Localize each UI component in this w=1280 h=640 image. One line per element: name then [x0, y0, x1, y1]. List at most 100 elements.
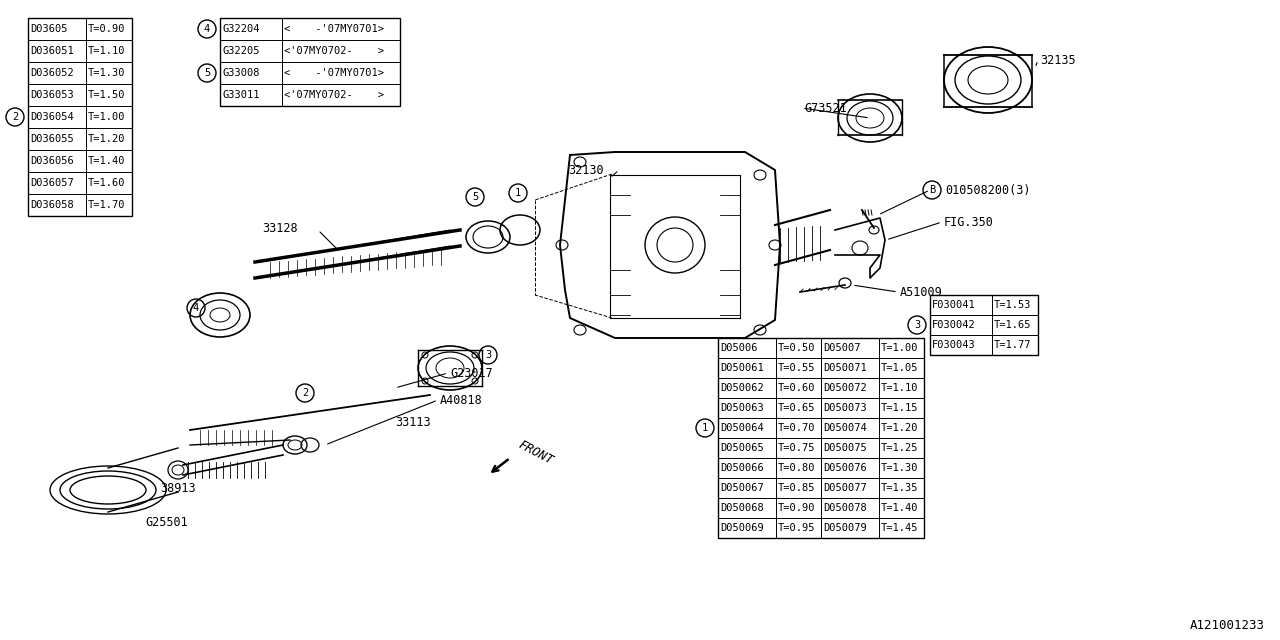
Text: G23017: G23017 [451, 367, 493, 380]
Text: B: B [929, 185, 936, 195]
Text: T=1.10: T=1.10 [88, 46, 125, 56]
Text: 1: 1 [515, 188, 521, 198]
Text: D050075: D050075 [823, 443, 867, 453]
Text: A121001233: A121001233 [1190, 619, 1265, 632]
Text: D050074: D050074 [823, 423, 867, 433]
Text: G32205: G32205 [221, 46, 260, 56]
Text: T=1.20: T=1.20 [881, 423, 919, 433]
Text: T=1.00: T=1.00 [881, 343, 919, 353]
Text: T=1.30: T=1.30 [881, 463, 919, 473]
Text: D036058: D036058 [29, 200, 74, 210]
Text: T=1.45: T=1.45 [881, 523, 919, 533]
Text: F030042: F030042 [932, 320, 975, 330]
Text: F030041: F030041 [932, 300, 975, 310]
Text: D050071: D050071 [823, 363, 867, 373]
Text: 33113: 33113 [396, 415, 430, 429]
Text: D036055: D036055 [29, 134, 74, 144]
Text: FIG.350: FIG.350 [945, 216, 993, 228]
Text: 5: 5 [472, 192, 479, 202]
Text: T=1.15: T=1.15 [881, 403, 919, 413]
Text: T=0.55: T=0.55 [778, 363, 815, 373]
Text: G33008: G33008 [221, 68, 260, 78]
Text: 32130: 32130 [568, 163, 604, 177]
Text: D050064: D050064 [721, 423, 764, 433]
Text: 33128: 33128 [262, 221, 298, 234]
Text: D03605: D03605 [29, 24, 68, 34]
Text: D050079: D050079 [823, 523, 867, 533]
Text: T=1.77: T=1.77 [995, 340, 1032, 350]
Text: A40818: A40818 [440, 394, 483, 406]
Text: <    -'07MY0701>: < -'07MY0701> [284, 68, 384, 78]
Text: 1: 1 [701, 423, 708, 433]
Text: G32204: G32204 [221, 24, 260, 34]
Text: D050076: D050076 [823, 463, 867, 473]
Text: D050072: D050072 [823, 383, 867, 393]
Text: G25501: G25501 [145, 515, 188, 529]
Text: T=1.25: T=1.25 [881, 443, 919, 453]
Text: D050073: D050073 [823, 403, 867, 413]
Text: D050067: D050067 [721, 483, 764, 493]
Text: T=1.30: T=1.30 [88, 68, 125, 78]
Text: FRONT: FRONT [516, 438, 556, 468]
Text: G73521: G73521 [804, 102, 847, 115]
Text: T=0.65: T=0.65 [778, 403, 815, 413]
Text: D050078: D050078 [823, 503, 867, 513]
Text: 4: 4 [193, 303, 200, 313]
Bar [718, 338, 924, 538]
Text: D050077: D050077 [823, 483, 867, 493]
Text: D036056: D036056 [29, 156, 74, 166]
Text: 38913: 38913 [160, 481, 196, 495]
Text: T=1.70: T=1.70 [88, 200, 125, 210]
Text: 010508200(3): 010508200(3) [945, 184, 1030, 196]
Text: T=1.60: T=1.60 [88, 178, 125, 188]
Text: D050069: D050069 [721, 523, 764, 533]
Text: T=1.10: T=1.10 [881, 383, 919, 393]
Text: 2: 2 [302, 388, 308, 398]
Text: T=1.50: T=1.50 [88, 90, 125, 100]
Text: T=1.65: T=1.65 [995, 320, 1032, 330]
Text: D036054: D036054 [29, 112, 74, 122]
Text: 3: 3 [485, 350, 492, 360]
Text: D036053: D036053 [29, 90, 74, 100]
Text: T=1.40: T=1.40 [88, 156, 125, 166]
Text: T=1.20: T=1.20 [88, 134, 125, 144]
Bar [931, 295, 1038, 355]
Text: T=1.53: T=1.53 [995, 300, 1032, 310]
Text: T=0.70: T=0.70 [778, 423, 815, 433]
Text: T=0.85: T=0.85 [778, 483, 815, 493]
Text: <'07MY0702-    >: <'07MY0702- > [284, 46, 384, 56]
Bar [220, 18, 401, 106]
Text: D036051: D036051 [29, 46, 74, 56]
Text: F030043: F030043 [932, 340, 975, 350]
Text: 5: 5 [204, 68, 210, 78]
Text: T=1.05: T=1.05 [881, 363, 919, 373]
Text: D050062: D050062 [721, 383, 764, 393]
Text: 32135: 32135 [1039, 54, 1075, 67]
Text: T=0.95: T=0.95 [778, 523, 815, 533]
Bar [28, 18, 132, 216]
Text: T=0.50: T=0.50 [778, 343, 815, 353]
Text: T=1.40: T=1.40 [881, 503, 919, 513]
Text: D05007: D05007 [823, 343, 860, 353]
Text: 4: 4 [204, 24, 210, 34]
Text: D050065: D050065 [721, 443, 764, 453]
Text: T=1.00: T=1.00 [88, 112, 125, 122]
Text: <    -'07MY0701>: < -'07MY0701> [284, 24, 384, 34]
Text: 3: 3 [914, 320, 920, 330]
Text: T=1.35: T=1.35 [881, 483, 919, 493]
Text: D036057: D036057 [29, 178, 74, 188]
Text: T=0.60: T=0.60 [778, 383, 815, 393]
Text: G33011: G33011 [221, 90, 260, 100]
Text: 2: 2 [12, 112, 18, 122]
Text: T=0.80: T=0.80 [778, 463, 815, 473]
Text: A51009: A51009 [900, 285, 943, 298]
Text: <'07MY0702-    >: <'07MY0702- > [284, 90, 384, 100]
Text: T=0.90: T=0.90 [778, 503, 815, 513]
Text: D050063: D050063 [721, 403, 764, 413]
Text: T=0.75: T=0.75 [778, 443, 815, 453]
Text: D05006: D05006 [721, 343, 758, 353]
Text: D050061: D050061 [721, 363, 764, 373]
Text: D036052: D036052 [29, 68, 74, 78]
Text: D050068: D050068 [721, 503, 764, 513]
Text: T=0.90: T=0.90 [88, 24, 125, 34]
